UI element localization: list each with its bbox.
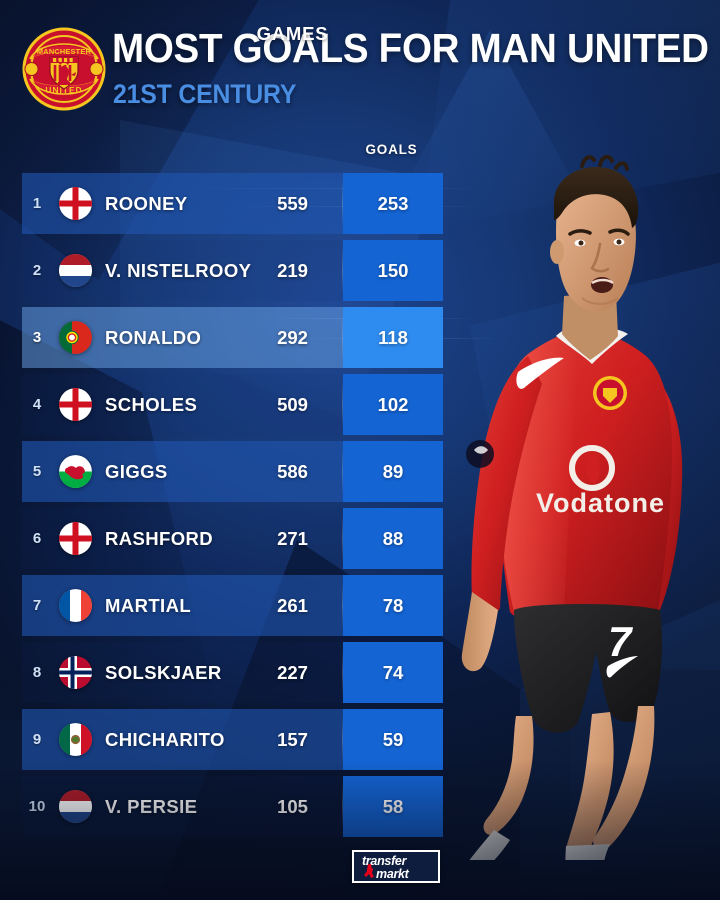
row-goals: 150	[343, 240, 443, 301]
header: MANCHESTER UNITED MOST GOALS FO	[0, 0, 720, 128]
row-goals: 118	[343, 307, 443, 368]
row-player-name: GIGGS	[105, 460, 168, 482]
row-player-name: V. PERSIE	[105, 795, 198, 817]
table-row[interactable]: 5 GIGGS 586 89	[0, 438, 460, 505]
row-player-name: ROONEY	[105, 192, 188, 214]
row-games: 559	[277, 192, 308, 214]
table-row[interactable]: 8 SOLSKJAER 227 74	[0, 639, 460, 706]
row-rank: 7	[32, 597, 42, 614]
table-row[interactable]: 9 CHICHARITO 157 59	[0, 706, 460, 773]
row-games: 105	[277, 795, 308, 817]
flag-france-icon	[59, 589, 92, 622]
row-games: 586	[277, 460, 308, 482]
row-player-name: RONALDO	[105, 326, 202, 348]
flag-england-icon	[59, 388, 92, 421]
row-rank: 2	[32, 262, 42, 279]
row-games: 271	[277, 527, 308, 549]
row-player-name: V. NISTELROOY	[105, 259, 252, 281]
row-games: 219	[277, 259, 308, 281]
flag-mexico-icon	[59, 723, 92, 756]
flag-england-icon	[59, 522, 92, 555]
row-goals: 74	[343, 642, 443, 703]
row-games: 261	[277, 594, 308, 616]
manchester-united-crest-icon: MANCHESTER UNITED	[22, 27, 106, 111]
row-rank: 10	[28, 798, 46, 815]
row-goals: 89	[343, 441, 443, 502]
table-row[interactable]: 4 SCHOLES 509 102	[0, 371, 460, 438]
transfermarkt-logo[interactable]: transfer markt	[352, 850, 440, 883]
row-games: 509	[277, 393, 308, 415]
row-player-name: CHICHARITO	[105, 728, 225, 750]
row-games: 227	[277, 661, 308, 683]
flag-portugal-icon	[59, 321, 92, 354]
row-goals: 78	[343, 575, 443, 636]
column-divider	[342, 448, 343, 495]
page-title: MOST GOALS FOR MAN UNITED	[112, 25, 709, 71]
column-divider	[342, 180, 343, 227]
row-rank: 1	[32, 195, 42, 212]
row-goals: 59	[343, 709, 443, 770]
svg-text:markt: markt	[376, 867, 410, 881]
svg-text:UNITED: UNITED	[45, 85, 82, 95]
row-rank: 9	[32, 731, 42, 748]
flag-norway-icon	[59, 656, 92, 689]
row-rank: 6	[32, 530, 42, 547]
column-divider	[342, 247, 343, 294]
flag-england-icon	[59, 187, 92, 220]
row-goals: 253	[343, 173, 443, 234]
row-player-name: SOLSKJAER	[105, 661, 222, 683]
svg-text:MANCHESTER: MANCHESTER	[37, 47, 92, 56]
player-photo: Vodatone 7	[432, 140, 720, 860]
row-player-name: RASHFORD	[105, 527, 214, 549]
row-goals: 102	[343, 374, 443, 435]
column-header-games: GAMES	[256, 22, 329, 44]
row-rank: 4	[32, 396, 42, 413]
table-row[interactable]: 1 ROONEY 559 253	[0, 170, 460, 237]
table-row[interactable]: 6 RASHFORD 271 88	[0, 505, 460, 572]
column-divider	[342, 314, 343, 361]
column-divider	[342, 381, 343, 428]
page-subtitle: 21ST CENTURY	[113, 79, 297, 109]
row-player-name: MARTIAL	[105, 594, 192, 616]
row-rank: 5	[32, 463, 42, 480]
ranking-table: 1 ROONEY 559 253 2 V. NISTELROOY 219 150…	[0, 170, 460, 840]
row-player-name: SCHOLES	[105, 393, 198, 415]
svg-text:Vodatone: Vodatone	[536, 488, 665, 518]
row-games: 157	[277, 728, 308, 750]
row-goals: 88	[343, 508, 443, 569]
table-row[interactable]: 3 RONALDO 292 118	[0, 304, 460, 371]
column-divider	[342, 515, 343, 562]
row-rank: 3	[32, 329, 42, 346]
row-goals: 58	[343, 776, 443, 837]
column-header-goals: GOALS	[365, 142, 418, 157]
table-row[interactable]: 2 V. NISTELROOY 219 150	[0, 237, 460, 304]
table-row[interactable]: 10 V. PERSIE 105 58	[0, 773, 460, 840]
flag-netherlands-icon	[59, 254, 92, 287]
flag-wales-icon	[59, 455, 92, 488]
table-row[interactable]: 7 MARTIAL 261 78	[0, 572, 460, 639]
flag-netherlands-icon	[59, 790, 92, 823]
column-divider	[342, 716, 343, 763]
row-rank: 8	[32, 664, 42, 681]
svg-text:7: 7	[608, 618, 633, 665]
column-divider	[342, 582, 343, 629]
column-divider	[342, 649, 343, 696]
row-games: 292	[277, 326, 308, 348]
svg-text:transfer: transfer	[362, 854, 408, 868]
